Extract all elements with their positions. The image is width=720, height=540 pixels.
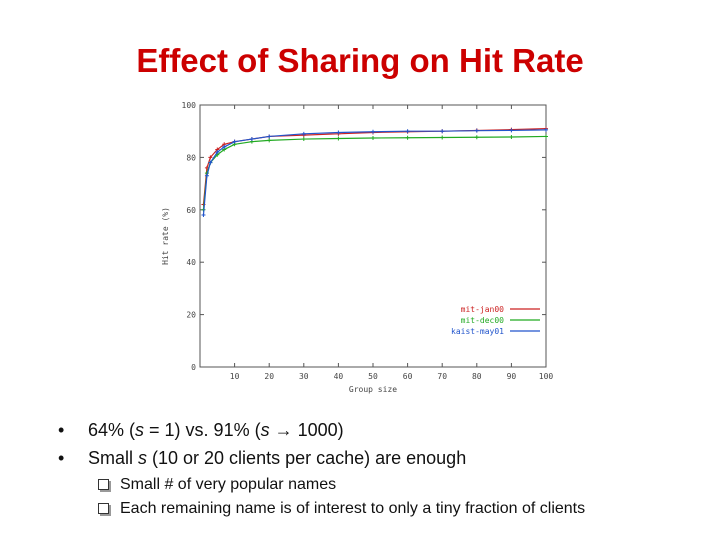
sub-bullet-list: Small # of very popular names Each remai…	[98, 473, 585, 521]
legend-entry: mit-jan00	[461, 305, 505, 314]
data-point	[509, 128, 514, 133]
x-axis-label: Group size	[349, 385, 397, 394]
data-point	[208, 155, 213, 160]
x-tick-label: 40	[334, 372, 344, 381]
series-line	[202, 129, 547, 216]
data-point	[336, 130, 341, 135]
bullet-list: • 64% (s = 1) vs. 91% (s → 1000) • Small…	[58, 416, 466, 472]
x-tick-label: 50	[368, 372, 378, 381]
data-point	[267, 134, 272, 139]
y-tick-label: 0	[191, 363, 196, 372]
bullet-item: • Small s (10 or 20 clients per cache) a…	[58, 444, 466, 472]
data-point	[215, 150, 220, 155]
data-point	[371, 136, 375, 141]
legend-entry: mit-dec00	[461, 316, 505, 325]
data-point	[204, 173, 209, 178]
hit-rate-chart: 0 20 40 60 80 100 10 20 30 40 50 60 70 80 90 100 Group s…	[161, 101, 554, 394]
data-point	[474, 135, 479, 140]
y-tick-label: 20	[186, 311, 196, 320]
data-point	[208, 160, 213, 165]
sub-bullet-item: Each remaining name is of interest to on…	[98, 497, 585, 521]
data-point	[509, 134, 514, 139]
y-tick-label: 40	[186, 258, 196, 267]
square-bullet-icon	[98, 479, 109, 490]
data-point	[267, 138, 272, 143]
data-point	[440, 135, 445, 140]
x-tick-label: 10	[230, 372, 240, 381]
data-point	[249, 137, 254, 142]
x-tick-label: 90	[507, 372, 517, 381]
square-bullet-icon	[98, 503, 109, 514]
data-point	[544, 127, 548, 132]
y-tick-label: 80	[186, 153, 196, 162]
data-point	[440, 129, 445, 134]
y-axis-label: Hit rate (%)	[161, 207, 170, 265]
x-tick-label: 60	[403, 372, 413, 381]
y-tick-label: 100	[182, 101, 197, 110]
data-point	[232, 139, 237, 144]
x-tick-label: 80	[472, 372, 482, 381]
series-line	[202, 135, 547, 210]
data-point	[474, 128, 479, 133]
bullet-dot: •	[58, 420, 65, 440]
data-point	[544, 134, 548, 139]
sub-bullet-item: Small # of very popular names	[98, 473, 585, 497]
y-tick-label: 60	[186, 206, 196, 215]
x-tick-label: 70	[437, 372, 447, 381]
data-point	[201, 213, 206, 218]
data-point	[301, 137, 306, 142]
data-point	[301, 131, 306, 136]
legend-entry: kaist-may01	[451, 327, 504, 336]
data-point	[405, 135, 410, 140]
slide-title: Effect of Sharing on Hit Rate	[136, 42, 584, 79]
bullet-dot: •	[58, 448, 65, 468]
bullet-item: • 64% (s = 1) vs. 91% (s → 1000)	[58, 416, 466, 444]
x-tick-label: 20	[264, 372, 274, 381]
data-point	[405, 129, 410, 134]
data-point	[336, 136, 341, 141]
x-tick-label: 100	[539, 372, 554, 381]
data-point	[222, 144, 227, 149]
data-point	[371, 129, 375, 134]
series-line	[202, 127, 547, 205]
x-tick-label: 30	[299, 372, 309, 381]
